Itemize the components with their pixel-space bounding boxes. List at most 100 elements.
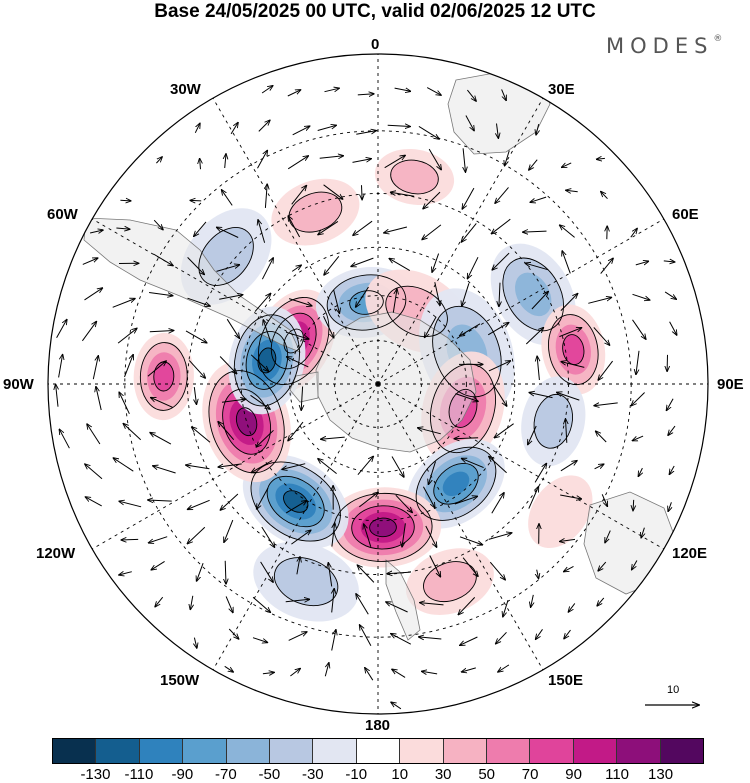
anomaly-level-fill xyxy=(289,192,342,233)
wind-vector xyxy=(594,403,618,406)
wind-vector xyxy=(358,492,378,508)
contour-line xyxy=(432,305,502,398)
wind-vector xyxy=(641,527,644,538)
colorbar-swatch xyxy=(443,739,488,763)
wind-vector xyxy=(418,428,441,435)
colorbar-swatch xyxy=(617,739,661,763)
wind-vector xyxy=(455,393,479,402)
colorbar-tick-label: -50 xyxy=(258,766,281,783)
wind-vector xyxy=(666,398,674,411)
wind-vector xyxy=(387,125,411,126)
meridian-line xyxy=(377,218,665,385)
lon-label-90e: 90E xyxy=(717,376,744,393)
colorbar-swatch xyxy=(313,739,357,763)
colorbar-swatch xyxy=(270,739,314,763)
contour-line xyxy=(245,330,289,390)
anomaly-field xyxy=(133,148,606,622)
wind-vector xyxy=(566,419,567,443)
wind-vector xyxy=(391,634,412,645)
landmasses xyxy=(83,71,677,641)
contour-line xyxy=(233,314,300,407)
wind-vector xyxy=(419,637,442,639)
wind-vector xyxy=(428,461,436,485)
lon-label-0: 0 xyxy=(371,36,380,53)
wind-vector xyxy=(594,464,604,470)
south-pole-marker xyxy=(375,381,381,387)
wind-vector xyxy=(58,354,63,378)
wind-vector xyxy=(218,463,242,467)
wind-vector xyxy=(418,125,439,139)
wind-vector xyxy=(321,437,345,439)
latitude-circle xyxy=(240,246,516,522)
map-border xyxy=(47,53,709,715)
wind-vector xyxy=(186,465,210,470)
wind-vector xyxy=(119,501,142,508)
wind-vector xyxy=(434,282,440,305)
wind-vector xyxy=(56,384,58,407)
wind-vector xyxy=(187,526,206,544)
wind-vector xyxy=(497,123,499,139)
wind-vector xyxy=(395,494,413,512)
wind-vector xyxy=(252,637,268,643)
wind-vector xyxy=(317,125,337,131)
wind-vector xyxy=(85,464,103,480)
colorbar-swatch xyxy=(400,739,444,763)
wind-vector xyxy=(559,328,581,338)
colorbar-tick-label: 110 xyxy=(605,766,630,783)
wind-vector xyxy=(324,255,340,275)
wind-vector xyxy=(287,357,309,368)
wind-vector xyxy=(493,385,507,406)
wind-vector xyxy=(200,158,201,170)
wind-vector xyxy=(528,487,539,509)
wind-vector xyxy=(285,331,309,339)
wind-vector xyxy=(147,361,166,377)
wind-vector xyxy=(425,316,437,338)
wind-vector xyxy=(402,523,406,547)
wind-vector xyxy=(491,493,504,514)
wind-vector xyxy=(360,625,372,646)
colorbar-swatch xyxy=(530,739,574,763)
wind-vector xyxy=(525,328,543,345)
wind-vector xyxy=(557,392,580,401)
wind-vector xyxy=(601,192,608,200)
wind-vector xyxy=(250,354,268,372)
wind-vector xyxy=(230,122,238,135)
wind-vector xyxy=(187,257,205,274)
wind-vector xyxy=(669,321,677,335)
wind-vector xyxy=(494,423,514,438)
wind-vector xyxy=(190,595,193,610)
wind-vector xyxy=(605,530,611,543)
wind-vector xyxy=(663,261,675,262)
meridian-line xyxy=(212,97,379,385)
wind-vector xyxy=(285,501,307,514)
wind-vector xyxy=(630,228,637,238)
wind-vector xyxy=(425,525,437,547)
lon-label-60w: 60W xyxy=(47,206,78,223)
wind-vector xyxy=(328,563,333,587)
wind-vector xyxy=(459,536,483,545)
contour-line xyxy=(283,490,309,513)
wind-vector xyxy=(153,219,163,230)
wind-vector xyxy=(501,89,507,100)
wind-vector xyxy=(194,221,207,237)
colorbar-swatch xyxy=(53,739,97,763)
wind-vector xyxy=(301,386,302,411)
wind-vector xyxy=(560,225,575,238)
wind-vector xyxy=(362,185,363,200)
wind-vector xyxy=(537,569,539,579)
wind-vector xyxy=(324,88,340,93)
wind-vector xyxy=(534,463,546,483)
wind-vector xyxy=(123,424,142,441)
wind-vector xyxy=(188,360,205,378)
wind-vector xyxy=(459,323,481,336)
wind-vector xyxy=(461,458,484,469)
wind-vector xyxy=(252,596,270,612)
contour-line xyxy=(390,159,439,195)
wind-vector xyxy=(525,263,549,271)
anomaly-level-fill xyxy=(562,334,584,365)
anomaly-level-fill xyxy=(515,272,552,317)
wind-vector xyxy=(151,560,165,570)
wind-vector xyxy=(491,218,511,234)
wind-vector xyxy=(530,196,547,202)
anomaly-level-fill xyxy=(534,394,573,449)
